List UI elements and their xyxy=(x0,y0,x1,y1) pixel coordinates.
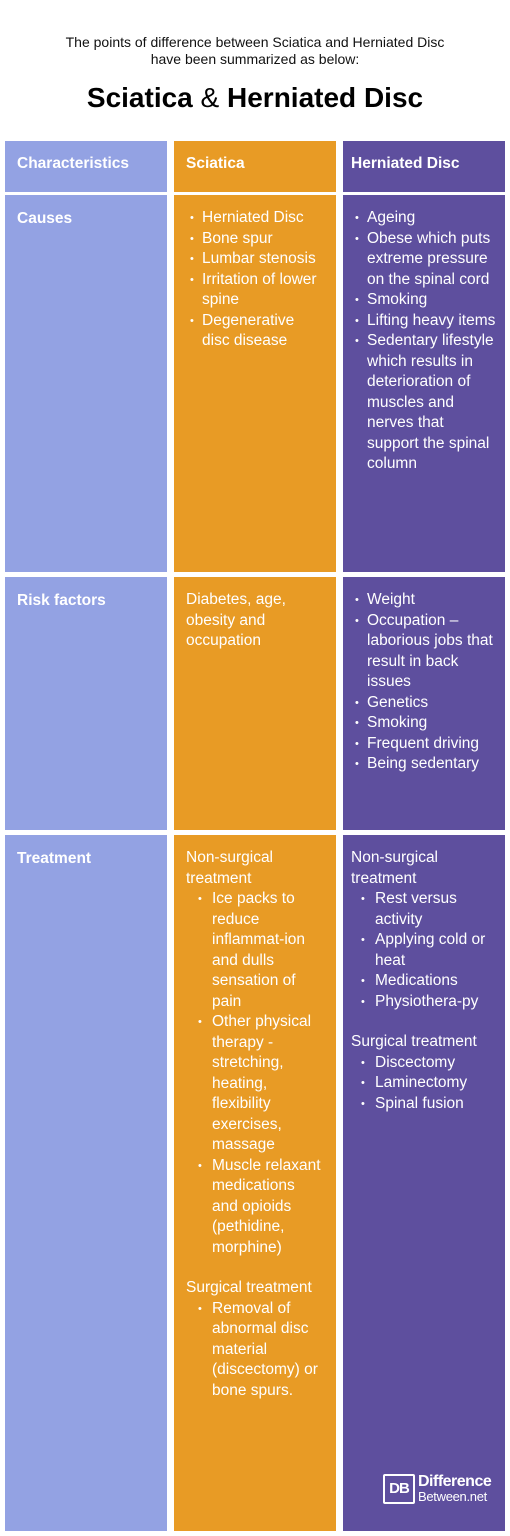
header-characteristics: Characteristics xyxy=(5,141,167,192)
causes-herniated-list: Ageing Obese which puts extreme pressure… xyxy=(351,208,497,475)
sciatica-nonsurgical-heading: Non-surgical treatment xyxy=(186,849,274,887)
herniated-nonsurgical-list: Rest versus activity Applying cold or he… xyxy=(351,889,497,1012)
header-herniated-disc: Herniated Disc xyxy=(343,141,505,192)
treatment-sciatica-cell: Non-surgical treatment Ice packs to redu… xyxy=(174,835,336,1531)
row-label-risk-factors: Risk factors xyxy=(5,577,167,830)
logo-text: Difference Between.net xyxy=(418,1473,492,1505)
list-item: Being sedentary xyxy=(351,754,497,775)
logo-line-1: Difference xyxy=(418,1473,492,1490)
list-item: Smoking xyxy=(351,290,497,311)
page-title: Sciatica & Herniated Disc xyxy=(0,80,510,116)
db-logo-mark: DB xyxy=(383,1474,415,1504)
list-item: Genetics xyxy=(351,693,497,714)
list-item: Weight xyxy=(351,590,497,611)
row-label-treatment: Treatment xyxy=(5,835,167,1531)
list-item: Applying cold or heat xyxy=(351,930,497,971)
risk-herniated-list: Weight Occupation – laborious jobs that … xyxy=(351,590,497,775)
causes-herniated-cell: Ageing Obese which puts extreme pressure… xyxy=(343,195,505,572)
risk-herniated-cell: Weight Occupation – laborious jobs that … xyxy=(343,577,505,830)
header-sciatica: Sciatica xyxy=(174,141,336,192)
list-item: Frequent driving xyxy=(351,734,497,755)
intro-line-1: The points of difference between Sciatic… xyxy=(65,34,445,50)
title-ampersand: & xyxy=(200,82,220,113)
list-item: Lifting heavy items xyxy=(351,311,497,332)
list-item: Smoking xyxy=(351,713,497,734)
list-item: Obese which puts extreme pressure on the… xyxy=(351,229,497,291)
title-right: Herniated Disc xyxy=(227,82,424,113)
sciatica-surgical-list: Removal of abnormal disc material (disce… xyxy=(186,1299,324,1402)
list-item: Bone spur xyxy=(186,229,324,250)
herniated-nonsurgical-heading: Non-surgical treatment xyxy=(351,849,439,887)
list-item: Irritation of lower spine xyxy=(186,270,324,311)
risk-sciatica-text: Diabetes, age, obesity and occupation xyxy=(186,591,286,649)
list-item: Medications xyxy=(351,971,497,992)
list-item: Muscle relaxant medications and opioids … xyxy=(186,1156,324,1259)
list-item: Rest versus activity xyxy=(351,889,497,930)
list-item: Laminectomy xyxy=(351,1073,497,1094)
row-label-causes: Causes xyxy=(5,195,167,572)
list-item: Lumbar stenosis xyxy=(186,249,324,270)
list-item: Ageing xyxy=(351,208,497,229)
list-item: Spinal fusion xyxy=(351,1094,497,1115)
intro-line-2: have been summarized as below: xyxy=(150,51,360,67)
list-item: Sedentary lifestyle which results in det… xyxy=(351,331,497,475)
herniated-surgical-heading: Surgical treatment xyxy=(351,1033,477,1050)
sciatica-nonsurgical-list: Ice packs to reduce inflammat-ion and du… xyxy=(186,889,324,1258)
causes-sciatica-cell: Herniated Disc Bone spur Lumbar stenosis… xyxy=(174,195,336,572)
list-item: Removal of abnormal disc material (disce… xyxy=(186,1299,324,1402)
differencebetween-logo: DB Difference Between.net xyxy=(383,1473,492,1505)
logo-line-2: Between.net xyxy=(418,1489,487,1504)
title-left: Sciatica xyxy=(86,82,193,113)
sciatica-surgical-heading: Surgical treatment xyxy=(186,1279,312,1296)
list-item: Occupation – laborious jobs that result … xyxy=(351,611,497,693)
list-item: Other physical therapy - stretching, hea… xyxy=(186,1012,324,1156)
treatment-herniated-cell: Non-surgical treatment Rest versus activ… xyxy=(343,835,505,1531)
list-item: Herniated Disc xyxy=(186,208,324,229)
list-item: Discectomy xyxy=(351,1053,497,1074)
risk-sciatica-cell: Diabetes, age, obesity and occupation xyxy=(174,577,336,830)
intro-text: The points of difference between Sciatic… xyxy=(0,34,510,68)
list-item: Degenerative disc disease xyxy=(186,311,324,352)
list-item: Physiothera-py xyxy=(351,992,497,1013)
list-item: Ice packs to reduce inflammat-ion and du… xyxy=(186,889,324,1012)
causes-sciatica-list: Herniated Disc Bone spur Lumbar stenosis… xyxy=(186,208,324,352)
herniated-surgical-list: Discectomy Laminectomy Spinal fusion xyxy=(351,1053,497,1115)
